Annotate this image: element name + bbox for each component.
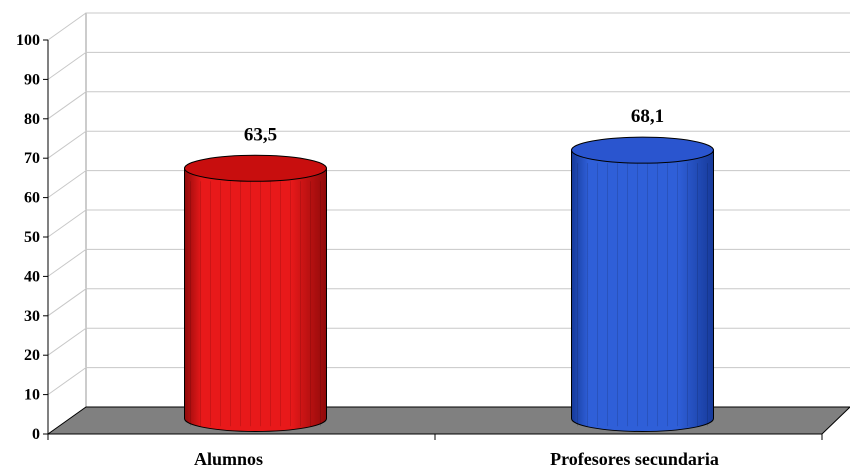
gridline [47, 367, 850, 396]
y-tick-label: 50 [24, 229, 40, 246]
floor-plane [46, 406, 850, 435]
y-tick-label: 30 [24, 308, 40, 325]
bar-top [184, 154, 327, 182]
bar-body [571, 149, 714, 432]
category-label: Profesores secundaria [550, 449, 719, 469]
y-tick-label: 40 [24, 268, 40, 285]
gridline [47, 209, 850, 238]
bar-top [571, 136, 714, 164]
gridline [47, 288, 850, 317]
chart-floor [46, 406, 850, 435]
gridline [47, 170, 850, 199]
axes [43, 39, 823, 440]
labels: 0 10 20 30 40 50 60 70 80 90 100 63,5 Alumnos 68,1 Pro… [16, 32, 719, 469]
gridline [47, 12, 850, 41]
gridline [47, 51, 850, 80]
y-tick-label: 70 [24, 150, 40, 167]
bar-body [184, 167, 327, 432]
gridline [47, 327, 850, 356]
data-label: 63,5 [244, 124, 277, 145]
gridlines [47, 12, 850, 396]
gridline [47, 248, 850, 277]
bar-1 [184, 154, 327, 432]
bars [184, 136, 714, 432]
gridline [47, 130, 850, 159]
gridline [47, 91, 850, 120]
y-tick-label: 90 [24, 71, 40, 88]
bar-2 [571, 136, 714, 432]
y-tick-label: 0 [32, 426, 40, 443]
category-label: Alumnos [194, 449, 263, 469]
y-tick-label: 100 [16, 32, 40, 49]
y-tick-label: 80 [24, 111, 40, 128]
y-tick-label: 20 [24, 347, 40, 364]
y-tick-label: 10 [24, 387, 40, 404]
y-tick-label: 60 [24, 190, 40, 207]
data-label: 68,1 [631, 106, 664, 127]
